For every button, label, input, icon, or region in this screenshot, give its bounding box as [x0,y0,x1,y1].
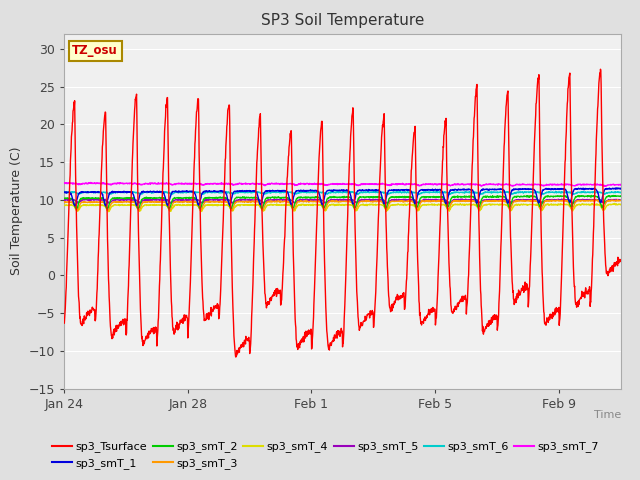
Legend: sp3_Tsurface, sp3_smT_1, sp3_smT_2, sp3_smT_3, sp3_smT_4, sp3_smT_5, sp3_smT_6, : sp3_Tsurface, sp3_smT_1, sp3_smT_2, sp3_… [48,437,604,473]
Y-axis label: Soil Temperature (C): Soil Temperature (C) [10,147,23,276]
Text: Time: Time [593,410,621,420]
Text: TZ_osu: TZ_osu [72,44,118,57]
Title: SP3 Soil Temperature: SP3 Soil Temperature [260,13,424,28]
